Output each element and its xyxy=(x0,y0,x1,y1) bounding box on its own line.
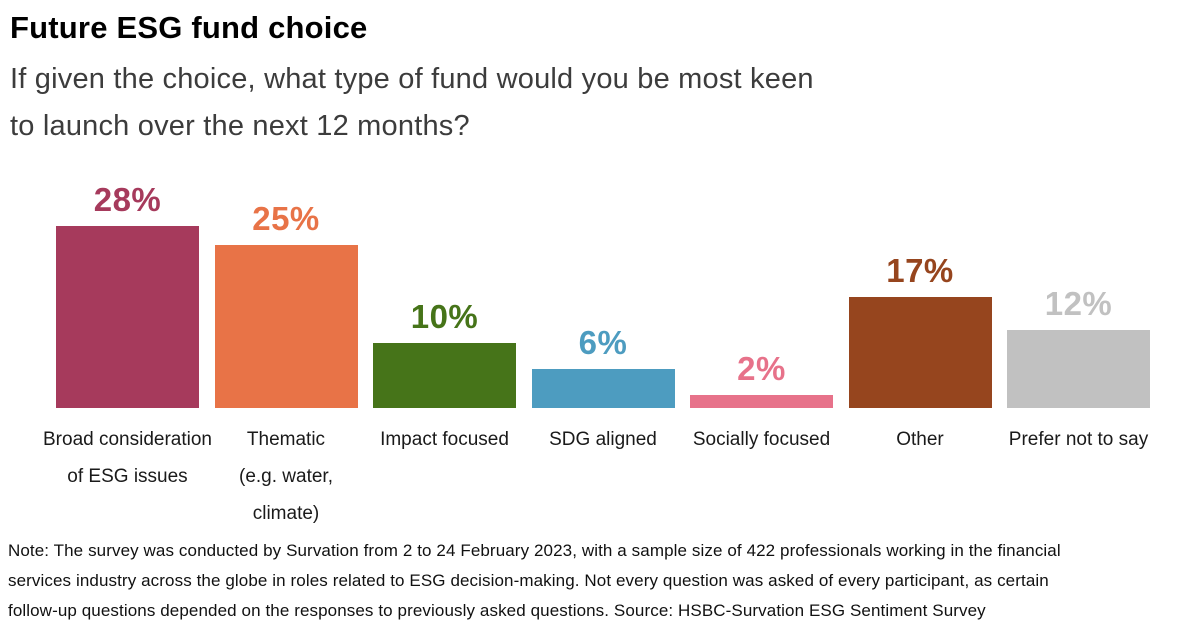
bar xyxy=(214,245,358,408)
bar-stack: 28% xyxy=(56,180,199,408)
category-label: Socially focused xyxy=(692,429,831,450)
category-label: Thematic (e.g. water, climate) xyxy=(239,429,333,524)
bar-value-label: 10% xyxy=(410,298,479,335)
source-note: Note: The survey was conducted by Survat… xyxy=(8,541,1061,620)
bar-stack: 12% xyxy=(1007,180,1150,408)
bar-column: 12% Prefer not to say xyxy=(1007,180,1150,532)
bar-value-label: 25% xyxy=(252,200,320,237)
bar xyxy=(848,297,992,408)
bar-stack: 10% xyxy=(373,180,516,408)
bar-value-label: 12% xyxy=(1044,285,1113,322)
bar-value-label: 17% xyxy=(886,252,954,289)
bar-column: 2% Socially focused xyxy=(690,180,833,532)
bar-value-label: 28% xyxy=(93,181,162,218)
bar-column: 25% Thematic (e.g. water, climate) xyxy=(214,180,358,532)
bar-stack: 2% xyxy=(690,180,833,408)
category-label: Broad consideration of ESG issues xyxy=(43,429,212,487)
chart-question-subtitle: If given the choice, what type of fund w… xyxy=(10,63,814,142)
bar-column: 28% Broad consideration of ESG issues xyxy=(43,180,212,532)
bar xyxy=(531,369,675,408)
category-label: Prefer not to say xyxy=(1008,429,1149,450)
category-label: SDG aligned xyxy=(549,429,657,450)
bar xyxy=(56,226,199,408)
category-label: Impact focused xyxy=(380,429,509,450)
bar-stack: 17% xyxy=(848,180,992,408)
bar-column: 17% Other xyxy=(848,180,992,532)
bar-stack: 6% xyxy=(531,180,675,408)
page-title: Future ESG fund choice xyxy=(10,10,368,45)
bar-column: 6% SDG aligned xyxy=(531,180,675,532)
bar-value-label: 6% xyxy=(578,324,628,361)
bar-chart: 28% Broad consideration of ESG issues 25… xyxy=(43,180,1150,532)
bar-column: 10% Impact focused xyxy=(373,180,516,532)
bar-stack: 25% xyxy=(214,180,358,408)
bar xyxy=(1007,330,1150,408)
bar-value-label: 2% xyxy=(737,350,786,387)
bar xyxy=(373,343,516,408)
bar xyxy=(690,395,833,408)
category-label: Other xyxy=(896,429,944,450)
